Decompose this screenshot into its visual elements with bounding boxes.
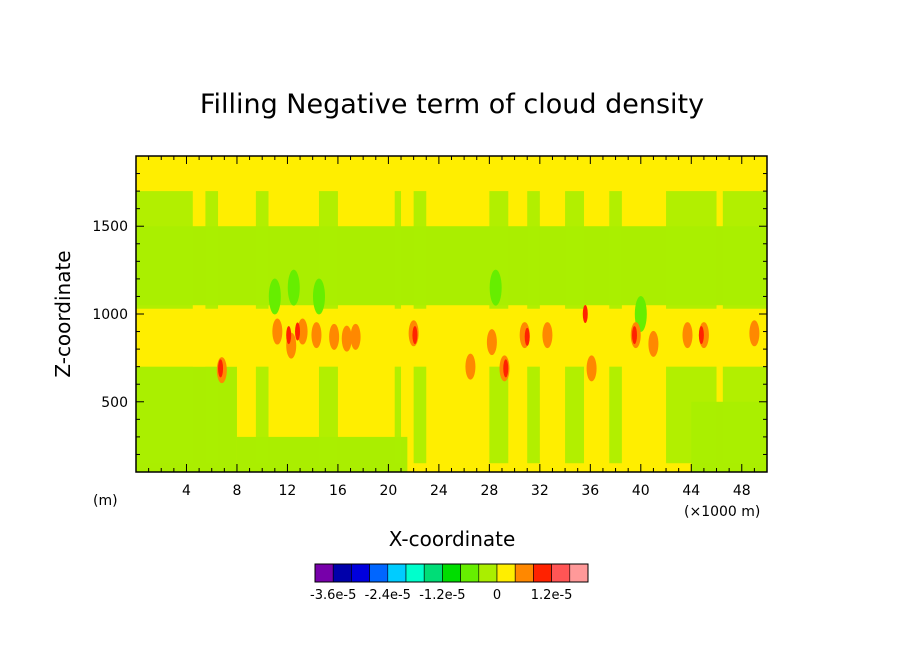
y-axis-label: Z-coordinate <box>51 250 75 377</box>
colorbar-swatch <box>533 563 552 583</box>
x-tick-label: 32 <box>531 483 549 499</box>
colorbar-swatch <box>551 563 571 583</box>
colorbar-swatch <box>569 563 589 583</box>
y-tick-label: 500 <box>101 395 128 411</box>
orange-patch <box>329 323 340 350</box>
colorbar-swatch <box>423 563 443 583</box>
core-layer <box>136 308 767 367</box>
x-unit-label: (m) <box>93 493 118 509</box>
plot-frame <box>135 155 768 473</box>
colorbar-swatch <box>314 563 334 583</box>
x-axis-label: X-coordinate <box>389 527 516 551</box>
y-tick-label: 1000 <box>92 307 128 323</box>
orange-patch <box>297 318 308 345</box>
red-patch <box>286 326 292 345</box>
colorbar-swatch <box>387 563 407 583</box>
dark-green-patch <box>312 278 325 315</box>
orange-patch <box>350 323 361 350</box>
orange-patch <box>486 329 497 356</box>
red-patch <box>631 326 637 345</box>
colorbar-label: -3.6e-5 <box>310 588 356 603</box>
colorbar-swatch <box>405 563 425 583</box>
x-scale-label: (×1000 m) <box>684 504 760 520</box>
dark-green-patch <box>634 296 647 332</box>
red-patch <box>524 327 530 346</box>
colorbar-swatch <box>442 563 461 583</box>
x-tick-label: 28 <box>480 483 498 499</box>
x-tick-label: 8 <box>232 483 241 499</box>
red-patch <box>412 326 418 345</box>
dark-green-patch <box>268 278 281 315</box>
colorbar-swatch <box>496 563 516 583</box>
x-tick-label: 44 <box>682 483 700 499</box>
x-tick-label: 12 <box>279 483 297 499</box>
x-tick-label: 48 <box>733 483 751 499</box>
colorbar-label: -2.4e-5 <box>365 588 411 603</box>
colorbar: -3.6e-5 -2.4e-5 -1.2e-5 0 1.2e-5 <box>310 563 589 603</box>
red-patch <box>503 359 509 378</box>
red-patch <box>218 359 224 378</box>
chart-title: Filling Negative term of cloud density <box>200 89 704 120</box>
colorbar-frame <box>314 563 589 583</box>
orange-patch <box>586 355 597 382</box>
y-tick-label: 1500 <box>92 219 128 235</box>
dark-green-patch <box>489 269 502 306</box>
y-axis: 500 1000 1500 <box>92 173 767 455</box>
orange-patch <box>465 353 476 380</box>
x-tick-label: 40 <box>632 483 650 499</box>
x-tick-label: 4 <box>182 483 191 499</box>
colorbar-label: 0 <box>493 588 501 603</box>
colorbar-swatch <box>460 563 480 583</box>
contour-field <box>136 156 767 472</box>
dark-green-patch <box>287 269 300 306</box>
colorbar-swatch <box>332 563 352 583</box>
colorbar-label: 1.2e-5 <box>531 588 573 603</box>
green-band <box>136 226 767 306</box>
orange-patch <box>272 318 283 345</box>
x-tick-label: 24 <box>430 483 448 499</box>
colorbar-label: -1.2e-5 <box>419 588 465 603</box>
red-patch <box>698 326 704 345</box>
red-patch <box>295 322 301 341</box>
x-tick-label: 20 <box>379 483 397 499</box>
colorbar-swatch <box>478 563 498 583</box>
orange-patch <box>542 322 553 349</box>
x-tick-label: 16 <box>329 483 347 499</box>
orange-patch <box>749 320 760 347</box>
red-patch <box>582 305 588 323</box>
colorbar-swatch <box>351 563 370 583</box>
orange-patch <box>682 322 693 349</box>
orange-patch <box>341 325 352 352</box>
orange-patch <box>648 330 659 357</box>
x-tick-label: 36 <box>581 483 599 499</box>
colorbar-swatch <box>514 563 534 583</box>
colorbar-swatch <box>369 563 389 583</box>
orange-patch <box>311 322 322 349</box>
